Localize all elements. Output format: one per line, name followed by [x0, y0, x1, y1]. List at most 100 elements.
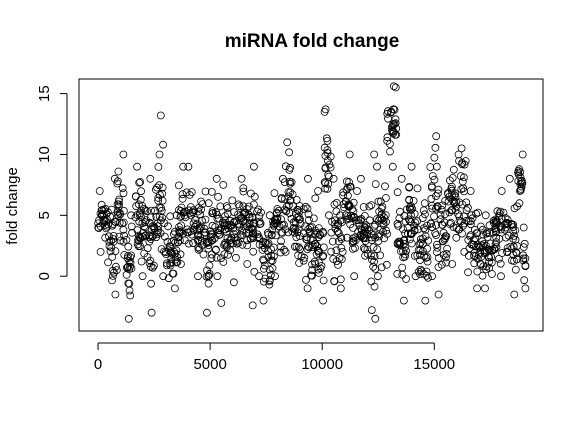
data-point [160, 232, 169, 241]
data-point [441, 232, 450, 241]
data-point [448, 205, 457, 214]
data-point [126, 258, 135, 267]
data-point [323, 136, 332, 145]
data-point [504, 219, 513, 228]
data-point [393, 219, 402, 228]
data-point [164, 274, 173, 283]
data-point [201, 215, 210, 224]
data-point [221, 212, 229, 221]
data-point [305, 243, 313, 252]
data-point [147, 206, 156, 215]
data-point [470, 225, 479, 234]
data-point [492, 238, 501, 247]
data-point [110, 174, 119, 183]
data-point [194, 236, 203, 245]
data-point [219, 180, 228, 189]
data-point [237, 174, 246, 183]
data-point [363, 249, 372, 258]
data-point [299, 205, 308, 213]
data-point [235, 202, 244, 211]
data-point [359, 244, 368, 252]
data-point [313, 229, 322, 237]
data-point [421, 232, 430, 241]
data-point [127, 264, 136, 273]
data-point [393, 188, 402, 197]
data-point [142, 231, 150, 240]
y-tick-label: 0 [36, 272, 53, 280]
data-point [186, 227, 195, 236]
data-point [521, 261, 530, 270]
data-point [274, 206, 283, 215]
data-point [270, 189, 279, 198]
data-point [141, 206, 150, 215]
data-point [314, 187, 323, 195]
data-point [206, 232, 215, 241]
data-point [131, 192, 140, 201]
data-point [259, 277, 268, 286]
data-point [396, 240, 405, 249]
data-point [271, 272, 279, 281]
data-point [284, 201, 293, 210]
data-point [289, 202, 298, 211]
data-point [428, 223, 437, 232]
data-point [403, 229, 412, 238]
data-point [145, 259, 154, 268]
data-point [319, 296, 328, 305]
data-point [137, 232, 146, 241]
data-point [125, 257, 134, 265]
data-point [360, 245, 369, 254]
data-point [482, 242, 491, 251]
data-point [259, 264, 268, 273]
data-point [231, 253, 240, 262]
data-point [422, 271, 431, 280]
data-point [407, 218, 416, 226]
data-point [421, 296, 430, 305]
data-point [344, 212, 353, 221]
data-point [305, 228, 314, 237]
data-point [174, 181, 183, 190]
data-point [283, 138, 292, 147]
data-point [250, 267, 259, 276]
data-point [267, 230, 276, 239]
data-point [459, 173, 468, 182]
data-point [455, 212, 464, 221]
data-point [395, 214, 404, 223]
data-point [178, 194, 187, 203]
data-point [332, 207, 341, 216]
data-point [119, 189, 128, 198]
data-point [174, 238, 182, 247]
data-point [133, 240, 142, 249]
data-point [255, 220, 264, 229]
data-point [337, 233, 345, 242]
data-point [273, 205, 282, 213]
data-point [496, 259, 505, 268]
data-point [442, 258, 451, 267]
data-point [476, 222, 485, 231]
data-point [432, 231, 441, 240]
data-point [383, 229, 392, 238]
plot-area-frame [78, 78, 544, 332]
data-point [356, 174, 365, 183]
data-point [479, 262, 488, 271]
data-point [405, 196, 414, 205]
y-tick-label: 10 [36, 146, 53, 163]
data-point [280, 195, 289, 204]
data-point [107, 236, 115, 245]
data-point [271, 216, 280, 225]
data-point [141, 223, 150, 232]
data-point [196, 210, 205, 219]
data-point [377, 263, 386, 272]
data-point [327, 247, 336, 256]
data-point [222, 220, 231, 229]
data-point [424, 273, 432, 282]
data-point [343, 233, 352, 242]
data-point [315, 230, 324, 239]
data-point [420, 252, 429, 261]
data-point [152, 233, 161, 242]
data-point [204, 279, 213, 288]
data-point [330, 200, 339, 209]
data-point [207, 187, 216, 196]
data-point [421, 225, 430, 234]
data-point [328, 237, 337, 246]
data-point [197, 197, 206, 206]
